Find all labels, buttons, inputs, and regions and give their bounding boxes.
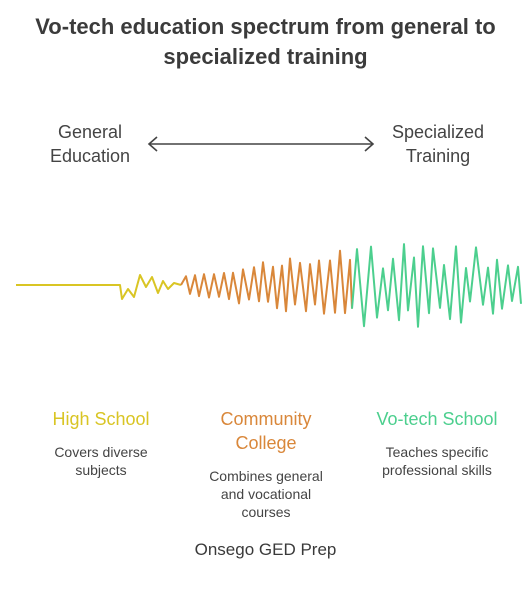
diagram-title: Vo-tech education spectrum from general … bbox=[0, 12, 531, 72]
wave-segment-high-school bbox=[16, 274, 182, 300]
wave-segment-community-college bbox=[180, 249, 353, 315]
stage-high-school: High School Covers diverse subjects bbox=[30, 407, 172, 479]
stage-title: High School bbox=[52, 409, 150, 429]
stage-title: Community College bbox=[220, 409, 312, 453]
endpoint-right-label: Specialized Training bbox=[372, 120, 504, 168]
endpoint-left-line-1: General bbox=[57, 122, 123, 142]
stage-description: Covers diverse subjects bbox=[54, 444, 148, 478]
double-arrow-icon bbox=[147, 136, 375, 152]
spectrum-wave bbox=[16, 243, 522, 328]
endpoint-right-line-1: Specialized bbox=[391, 122, 485, 142]
stage-community-college: Community College Combines general and v… bbox=[196, 407, 336, 521]
stage-description: Combines general and vocational courses bbox=[209, 468, 323, 520]
wave-segment-vo-tech bbox=[351, 243, 522, 328]
footer-text: Onsego GED Prep bbox=[194, 540, 337, 559]
endpoint-left-line-2: Education bbox=[49, 146, 131, 166]
endpoint-right-line-2: Training bbox=[405, 146, 471, 166]
title-text: Vo-tech education spectrum from general … bbox=[35, 14, 496, 69]
stage-vo-tech-school: Vo-tech School Teaches specific professi… bbox=[358, 407, 516, 479]
stage-title: Vo-tech School bbox=[376, 409, 498, 429]
footer-credit: Onsego GED Prep bbox=[0, 540, 531, 560]
endpoint-left-label: General Education bbox=[30, 120, 150, 168]
stage-description: Teaches specific professional skills bbox=[382, 444, 492, 478]
